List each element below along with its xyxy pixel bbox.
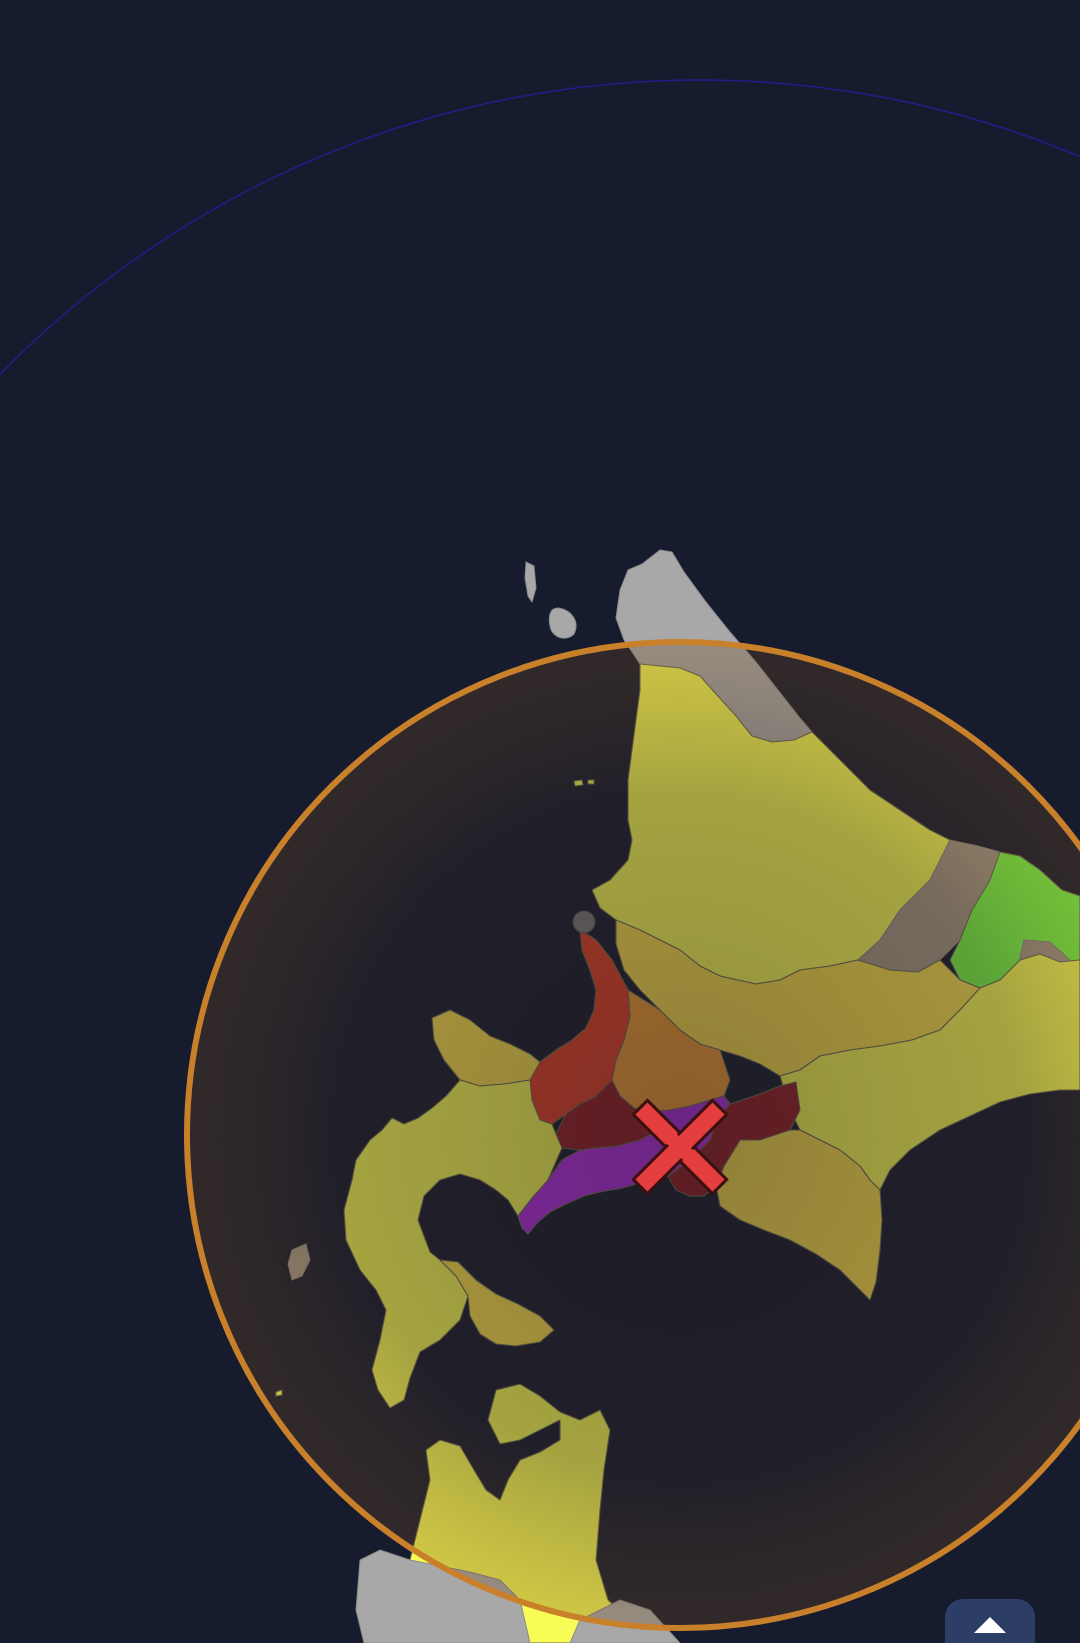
expected-range-circle xyxy=(184,639,1080,1631)
epicenter-marker[interactable] xyxy=(631,1098,729,1196)
chevron-up-icon xyxy=(974,1617,1006,1633)
collapse-panel-button[interactable] xyxy=(945,1599,1035,1643)
island-rishiri xyxy=(548,607,577,639)
x-mark-icon xyxy=(631,1098,729,1196)
island-rebun xyxy=(524,561,537,604)
outer-wave-ring xyxy=(0,79,1080,376)
